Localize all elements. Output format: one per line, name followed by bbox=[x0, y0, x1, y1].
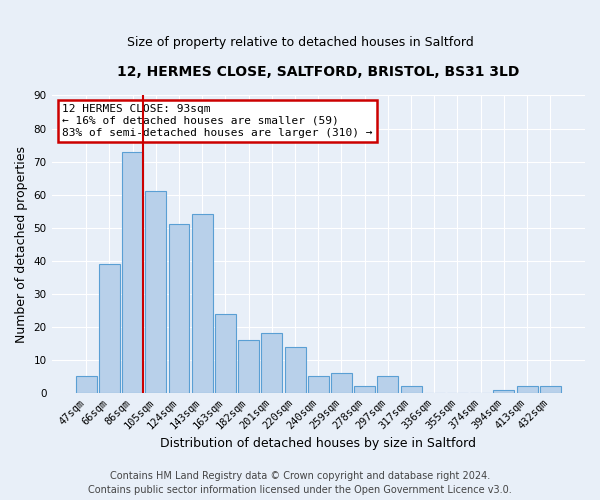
Bar bbox=[377, 376, 398, 393]
Bar bbox=[238, 340, 259, 393]
Y-axis label: Number of detached properties: Number of detached properties bbox=[15, 146, 28, 342]
Bar bbox=[169, 224, 190, 393]
Bar bbox=[122, 152, 143, 393]
Text: Contains HM Land Registry data © Crown copyright and database right 2024.
Contai: Contains HM Land Registry data © Crown c… bbox=[88, 471, 512, 495]
Bar bbox=[76, 376, 97, 393]
Bar bbox=[540, 386, 561, 393]
Bar bbox=[99, 264, 120, 393]
Bar bbox=[354, 386, 375, 393]
Bar bbox=[517, 386, 538, 393]
Bar bbox=[262, 334, 283, 393]
Bar bbox=[145, 192, 166, 393]
Bar bbox=[401, 386, 422, 393]
Bar bbox=[215, 314, 236, 393]
X-axis label: Distribution of detached houses by size in Saltford: Distribution of detached houses by size … bbox=[160, 437, 476, 450]
Text: 12 HERMES CLOSE: 93sqm
← 16% of detached houses are smaller (59)
83% of semi-det: 12 HERMES CLOSE: 93sqm ← 16% of detached… bbox=[62, 104, 373, 138]
Bar bbox=[331, 373, 352, 393]
Bar bbox=[192, 214, 212, 393]
Bar bbox=[308, 376, 329, 393]
Text: Size of property relative to detached houses in Saltford: Size of property relative to detached ho… bbox=[127, 36, 473, 49]
Bar bbox=[284, 346, 305, 393]
Title: 12, HERMES CLOSE, SALTFORD, BRISTOL, BS31 3LD: 12, HERMES CLOSE, SALTFORD, BRISTOL, BS3… bbox=[117, 65, 520, 79]
Bar bbox=[493, 390, 514, 393]
